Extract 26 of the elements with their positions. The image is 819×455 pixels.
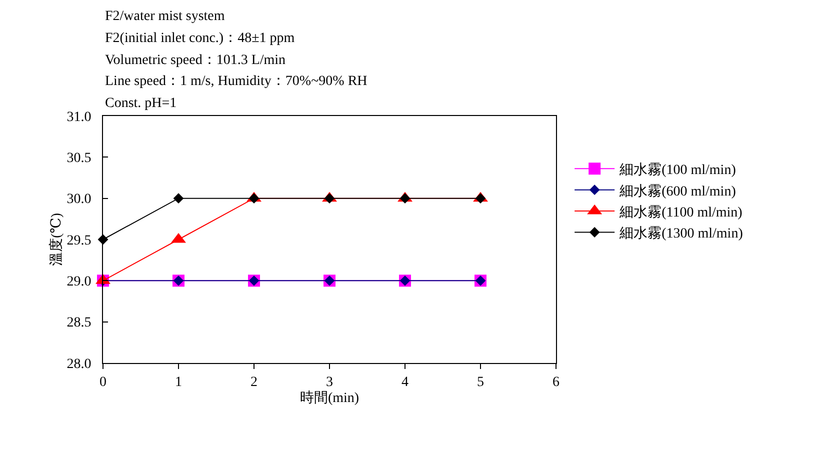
x-tick-label: 5 <box>477 374 484 390</box>
text: F2/water mist system <box>105 9 225 24</box>
text: Line speed：1 m/s, Humidity：70%~90% RH <box>105 74 368 89</box>
y-tick-label: 28.0 <box>66 356 92 372</box>
text: Volumetric speed：101.3 L/min <box>105 53 286 68</box>
legend-label: 細水霧(600 ml/min) <box>618 183 736 200</box>
x-tick-label: 3 <box>326 374 333 390</box>
text: F2(initial inlet conc.)：48±1 ppm <box>105 31 295 46</box>
point <box>173 193 184 204</box>
legend-label: 細水霧(1300 ml/min) <box>618 226 744 242</box>
x-tick-label: 6 <box>552 374 560 390</box>
y-tick-label: 29.5 <box>66 233 92 248</box>
text: Const. pH=1 <box>105 96 177 111</box>
x-tick-label: 4 <box>402 374 408 390</box>
y-axis-title: 溫度(℃) <box>48 212 64 266</box>
y-tick-label: 28.5 <box>66 316 92 331</box>
legend-label: 細水霧(100 ml/min) <box>618 162 736 178</box>
y-tick-label: 29.0 <box>66 274 92 290</box>
x-tick-label: 2 <box>250 374 258 390</box>
legend-label: 細水霧(1100 ml/min) <box>618 204 743 221</box>
x-axis-title: 時間(min) <box>300 390 360 406</box>
x-tick-label: 0 <box>100 374 106 390</box>
y-tick-label: 30.5 <box>66 151 92 166</box>
y-tick-label: 31.0 <box>66 110 92 125</box>
x-tick-label: 1 <box>175 374 182 390</box>
y-tick-label: 30.0 <box>66 192 92 208</box>
